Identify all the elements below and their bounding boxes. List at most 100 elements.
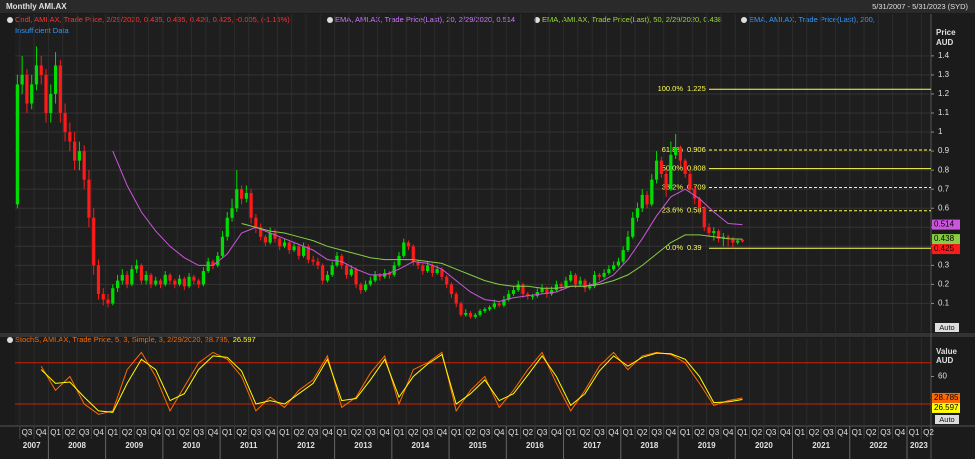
candle-body bbox=[702, 208, 706, 228]
candle-body bbox=[101, 293, 105, 300]
x-year-label: 2020 bbox=[755, 441, 773, 450]
x-year-label: 2017 bbox=[583, 441, 601, 450]
candle-body bbox=[535, 292, 539, 296]
candle-body bbox=[44, 74, 48, 114]
candle-body bbox=[464, 312, 468, 315]
candle-body bbox=[163, 274, 167, 285]
fib-price: 0.39 bbox=[687, 243, 702, 252]
candle-body bbox=[158, 280, 163, 285]
x-year-label: 2016 bbox=[526, 441, 544, 450]
fib-level: 0.0% bbox=[666, 243, 683, 252]
x-tick-label: Q3 bbox=[651, 428, 662, 437]
candle-body bbox=[483, 309, 487, 312]
candle-body bbox=[30, 84, 34, 104]
x-tick-label: Q4 bbox=[208, 428, 219, 437]
candle-body bbox=[39, 65, 43, 75]
x-tick-label: Q3 bbox=[365, 428, 376, 437]
candle-body bbox=[15, 84, 19, 205]
x-tick-label: Q3 bbox=[193, 428, 204, 437]
date-range: 5/31/2007 - 5/31/2023 (SYD) bbox=[872, 2, 968, 11]
candle-body bbox=[602, 272, 606, 277]
candle-body bbox=[693, 189, 697, 199]
candle-body bbox=[545, 288, 549, 294]
candle-body bbox=[330, 265, 334, 275]
candle-body bbox=[87, 179, 91, 218]
candle-body bbox=[631, 217, 635, 237]
auto-button[interactable] bbox=[935, 323, 959, 332]
candle-body bbox=[650, 179, 654, 205]
x-year-label: 2022 bbox=[869, 441, 887, 450]
x-tick-label: Q1 bbox=[165, 428, 176, 437]
fib-level: 38.2% bbox=[662, 182, 684, 191]
candle-body bbox=[583, 280, 587, 289]
candle-body bbox=[716, 231, 721, 239]
candle-body bbox=[726, 236, 730, 239]
x-tick-label: Q4 bbox=[894, 428, 905, 437]
stoch-plot-area bbox=[15, 338, 931, 426]
candle-body bbox=[177, 278, 182, 285]
legend-icon[interactable] bbox=[534, 17, 540, 23]
fib-level: 100.0% bbox=[658, 84, 684, 93]
x-tick-label: Q4 bbox=[666, 428, 677, 437]
candle-body bbox=[540, 288, 544, 293]
candle-body bbox=[478, 311, 482, 315]
candle-body bbox=[449, 284, 454, 294]
x-tick-label: Q1 bbox=[623, 428, 634, 437]
x-tick-label: Q2 bbox=[65, 428, 76, 437]
candle-body bbox=[674, 147, 678, 155]
x-tick-label: Q4 bbox=[93, 428, 104, 437]
candle-body bbox=[77, 151, 81, 161]
candle-body bbox=[220, 236, 225, 256]
candle-body bbox=[645, 194, 649, 205]
candle-body bbox=[20, 74, 24, 85]
legend-icon[interactable] bbox=[741, 17, 747, 23]
legend-icon[interactable] bbox=[7, 17, 13, 23]
auto-button-label[interactable]: Auto bbox=[939, 415, 954, 424]
chart-title: Monthly AMI.AX bbox=[6, 2, 67, 11]
candle-body bbox=[578, 280, 582, 285]
value-tag-label: 28.785 bbox=[934, 393, 959, 402]
candle-body bbox=[421, 265, 425, 272]
candle-body bbox=[363, 284, 368, 291]
candle-body bbox=[526, 293, 530, 296]
candle-body bbox=[230, 208, 234, 218]
x-year-label: 2011 bbox=[240, 441, 258, 450]
legend-icons bbox=[7, 17, 747, 343]
x-year-label: 2008 bbox=[68, 441, 86, 450]
x-tick-label: Q1 bbox=[737, 428, 748, 437]
candle-body bbox=[63, 113, 67, 133]
y-tick-label: 60 bbox=[938, 372, 947, 381]
legend-icon[interactable] bbox=[327, 17, 333, 23]
legend-icon[interactable] bbox=[7, 337, 13, 343]
fib-price: 0.709 bbox=[687, 182, 706, 191]
candle-body bbox=[53, 65, 58, 94]
candle-body bbox=[554, 284, 558, 291]
series-line bbox=[112, 150, 743, 303]
x-tick-label: Q4 bbox=[723, 428, 734, 437]
x-tick-label: Q2 bbox=[408, 428, 419, 437]
fib-price: 0.808 bbox=[687, 164, 706, 173]
candle-body bbox=[397, 255, 401, 266]
candle-body bbox=[378, 274, 382, 277]
candle-body bbox=[559, 284, 563, 287]
candle-body bbox=[154, 280, 158, 285]
fib-price: 0.587 bbox=[687, 206, 706, 215]
header-bar bbox=[0, 0, 975, 13]
value-tag bbox=[932, 234, 960, 245]
candle-body bbox=[502, 299, 506, 306]
candle-body bbox=[206, 261, 210, 272]
candle-body bbox=[621, 250, 625, 262]
x-tick-label: Q4 bbox=[494, 428, 505, 437]
x-tick-label: Q2 bbox=[751, 428, 762, 437]
candle-body bbox=[249, 192, 253, 218]
candle-body bbox=[173, 280, 177, 285]
auto-button-label[interactable]: Auto bbox=[939, 323, 954, 332]
auto-button[interactable] bbox=[935, 415, 959, 424]
candle-body bbox=[259, 227, 263, 237]
candle-body bbox=[82, 151, 86, 180]
x-tick-label: Q1 bbox=[565, 428, 576, 437]
series-line bbox=[40, 351, 743, 415]
candle-body bbox=[49, 93, 53, 114]
candle-body bbox=[664, 173, 668, 190]
x-tick-label: Q1 bbox=[336, 428, 347, 437]
